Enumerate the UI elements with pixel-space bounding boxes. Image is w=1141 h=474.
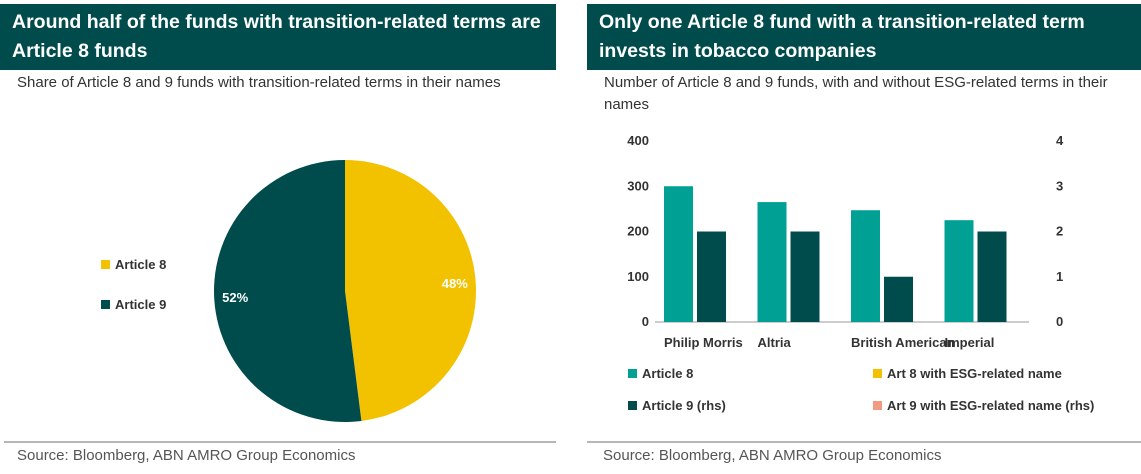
pie-legend-item-article-9: Article 9 [101,297,166,312]
bar-legend-item-article-8: Article 8 [628,366,693,381]
left-source-note: Source: Bloomberg, ABN AMRO Group Econom… [17,447,356,464]
y-axis-tick-label: 0 [642,314,649,329]
bar-article-9 [697,231,726,322]
legend-label: Art 8 with ESG-related name [887,366,1062,381]
y-axis-tick-label: 400 [627,133,649,148]
pie-slice-article-9 [214,160,362,422]
y2-axis-tick-label: 4 [1056,133,1064,148]
bar-article-8 [757,202,787,322]
y2-axis-tick-label: 2 [1056,224,1063,239]
bar-article-8 [664,186,693,322]
pie-data-label: 48% [442,276,468,291]
legend-label: Article 9 [115,297,167,312]
left-chart-subtitle: Share of Article 8 and 9 funds with tran… [17,74,501,91]
right-chart-title: Only one Article 8 fund with a transitio… [587,4,1141,70]
bar-legend-item-art8-esg: Art 8 with ESG-related name [873,366,1062,381]
legend-label: Article 9 (rhs) [642,398,726,413]
right-chart-subtitle: Number of Article 8 and 9 funds, with an… [604,74,1108,113]
left-chart-title: Around half of the funds with transition… [0,4,556,70]
bar-article-9 [884,276,913,322]
x-axis-category-label: Altria [758,335,792,350]
bar-article-8 [851,210,880,322]
x-axis-category-label: Philip Morris [664,335,743,350]
legend-label: Art 9 with ESG-related name (rhs) [887,398,1095,413]
legend-label: Article 8 [642,366,694,381]
pie-legend-item-article-8: Article 8 [101,257,166,272]
pie-slice-article-8 [345,160,477,421]
legend-swatch [873,369,882,379]
legend-swatch [101,300,110,310]
bar-legend-item-article-9: Article 9 (rhs) [628,398,726,413]
y2-axis-tick-label: 3 [1056,178,1063,193]
bar-legend-item-art9-esg: Art 9 with ESG-related name (rhs) [873,398,1094,413]
bar-article-9 [790,231,820,322]
x-axis-category-label: British American [851,335,955,350]
y-axis-tick-label: 100 [627,269,649,284]
y2-axis-tick-label: 0 [1056,314,1063,329]
pie-chart: 48% 52% [214,160,477,422]
y2-axis-tick-label: 1 [1056,269,1063,284]
right-source-note: Source: Bloomberg, ABN AMRO Group Econom… [603,447,942,464]
legend-swatch [628,401,637,411]
left-footer-rule [4,441,556,443]
left-chart-panel: Around half of the funds with transition… [0,0,556,474]
bar-article-8 [944,220,974,322]
bar-chart: 0 100 200 300 400 0 1 2 3 4 Philip Morris Altria Bri… [627,133,1064,350]
y-axis-tick-label: 200 [627,224,649,239]
y-axis-tick-label: 300 [627,178,649,193]
right-footer-rule [587,441,1141,443]
bar-article-9 [977,231,1007,322]
pie-data-label: 52% [222,290,248,305]
x-axis-category-label: Imperial [945,335,995,350]
legend-swatch [628,369,637,379]
legend-swatch [873,401,882,411]
right-chart-panel: Only one Article 8 fund with a transitio… [587,0,1141,474]
legend-swatch [101,260,110,270]
legend-label: Article 8 [115,257,167,272]
